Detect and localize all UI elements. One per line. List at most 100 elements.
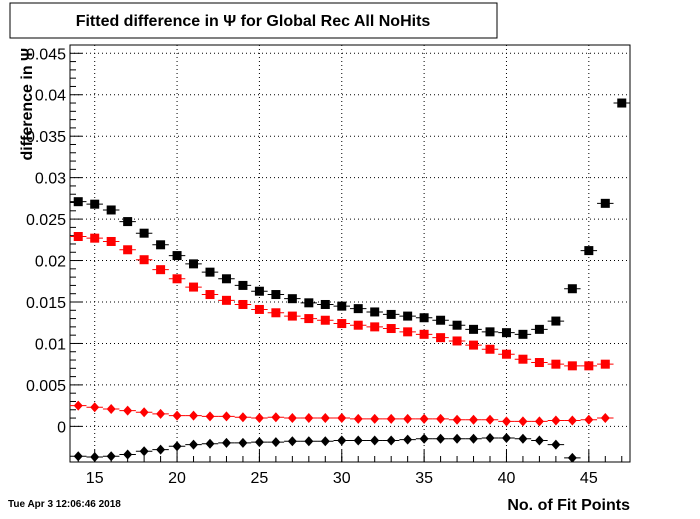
marker-diamond	[90, 452, 100, 462]
marker-diamond	[518, 416, 528, 427]
point	[152, 265, 169, 275]
point	[267, 308, 285, 318]
point	[531, 324, 548, 334]
point	[86, 233, 103, 243]
marker-square	[156, 265, 166, 275]
marker-diamond	[403, 434, 413, 445]
point	[185, 410, 202, 421]
point	[580, 246, 598, 256]
marker-square	[386, 324, 396, 334]
marker-square	[304, 298, 314, 308]
marker-diamond	[106, 451, 116, 462]
point	[267, 437, 285, 448]
point	[317, 299, 334, 309]
marker-diamond	[370, 435, 380, 446]
point	[135, 446, 153, 457]
marker-square	[189, 282, 199, 292]
marker-diamond	[436, 413, 446, 424]
point	[70, 400, 87, 411]
point	[333, 319, 350, 329]
marker-square	[90, 233, 100, 243]
marker-diamond	[501, 432, 511, 443]
marker-square	[287, 311, 297, 321]
point	[185, 259, 202, 269]
marker-square	[353, 320, 363, 330]
point	[119, 245, 136, 255]
marker-square	[287, 294, 297, 304]
marker-diamond	[287, 436, 297, 447]
point	[580, 361, 598, 371]
point	[399, 327, 416, 337]
point	[514, 329, 532, 339]
point	[432, 433, 449, 444]
marker-square	[469, 324, 479, 334]
marker-square	[320, 299, 330, 309]
point	[86, 402, 103, 413]
point	[300, 314, 318, 324]
marker-diamond	[189, 439, 199, 450]
marker-diamond	[156, 408, 166, 419]
point	[152, 240, 169, 250]
marker-diamond	[386, 435, 396, 446]
y-tick-label: 0.045	[26, 46, 66, 63]
marker-diamond	[156, 444, 166, 455]
marker-diamond	[419, 413, 429, 424]
marker-square	[320, 315, 330, 325]
point	[152, 408, 169, 419]
point	[399, 413, 416, 424]
marker-square	[469, 340, 479, 350]
y-tick-label: 0.005	[26, 378, 66, 395]
point	[135, 407, 153, 418]
marker-square	[90, 199, 100, 209]
point	[119, 217, 136, 227]
point	[317, 436, 334, 447]
point	[514, 354, 532, 364]
point	[382, 324, 400, 334]
point	[448, 433, 466, 444]
point	[251, 286, 268, 296]
marker-square	[238, 299, 248, 309]
point	[201, 438, 219, 449]
marker-square	[337, 319, 347, 329]
marker-square	[567, 361, 577, 371]
marker-diamond	[386, 413, 396, 424]
marker-diamond	[551, 415, 561, 426]
marker-diamond	[353, 435, 363, 446]
marker-square	[534, 358, 544, 368]
marker-square	[73, 232, 83, 242]
point	[218, 411, 235, 422]
marker-square	[567, 284, 577, 294]
point	[218, 274, 235, 284]
point	[415, 329, 433, 339]
marker-square	[221, 274, 231, 284]
y-axis-label: difference in Ψ	[19, 48, 36, 161]
marker-diamond	[567, 415, 577, 426]
point	[135, 255, 153, 265]
point	[350, 413, 367, 424]
marker-square	[123, 245, 133, 255]
marker-square	[271, 290, 281, 300]
marker-square	[205, 290, 215, 300]
point	[448, 336, 466, 346]
point	[317, 315, 334, 325]
point	[234, 280, 252, 290]
x-tick-label: 25	[251, 470, 269, 487]
point	[70, 197, 87, 207]
marker-diamond	[287, 413, 297, 424]
marker-diamond	[567, 452, 577, 462]
point	[481, 344, 499, 354]
point	[531, 416, 548, 427]
point	[498, 328, 515, 338]
marker-square	[518, 329, 528, 339]
point	[564, 452, 581, 462]
marker-square	[551, 359, 561, 369]
marker-square	[172, 251, 182, 261]
y-tick-label: 0.035	[26, 129, 66, 146]
marker-square	[304, 314, 314, 324]
marker-diamond	[221, 411, 231, 422]
marker-diamond	[518, 433, 528, 444]
marker-diamond	[501, 416, 511, 427]
marker-square	[172, 274, 182, 284]
marker-square	[370, 322, 380, 332]
marker-diamond	[221, 437, 231, 448]
